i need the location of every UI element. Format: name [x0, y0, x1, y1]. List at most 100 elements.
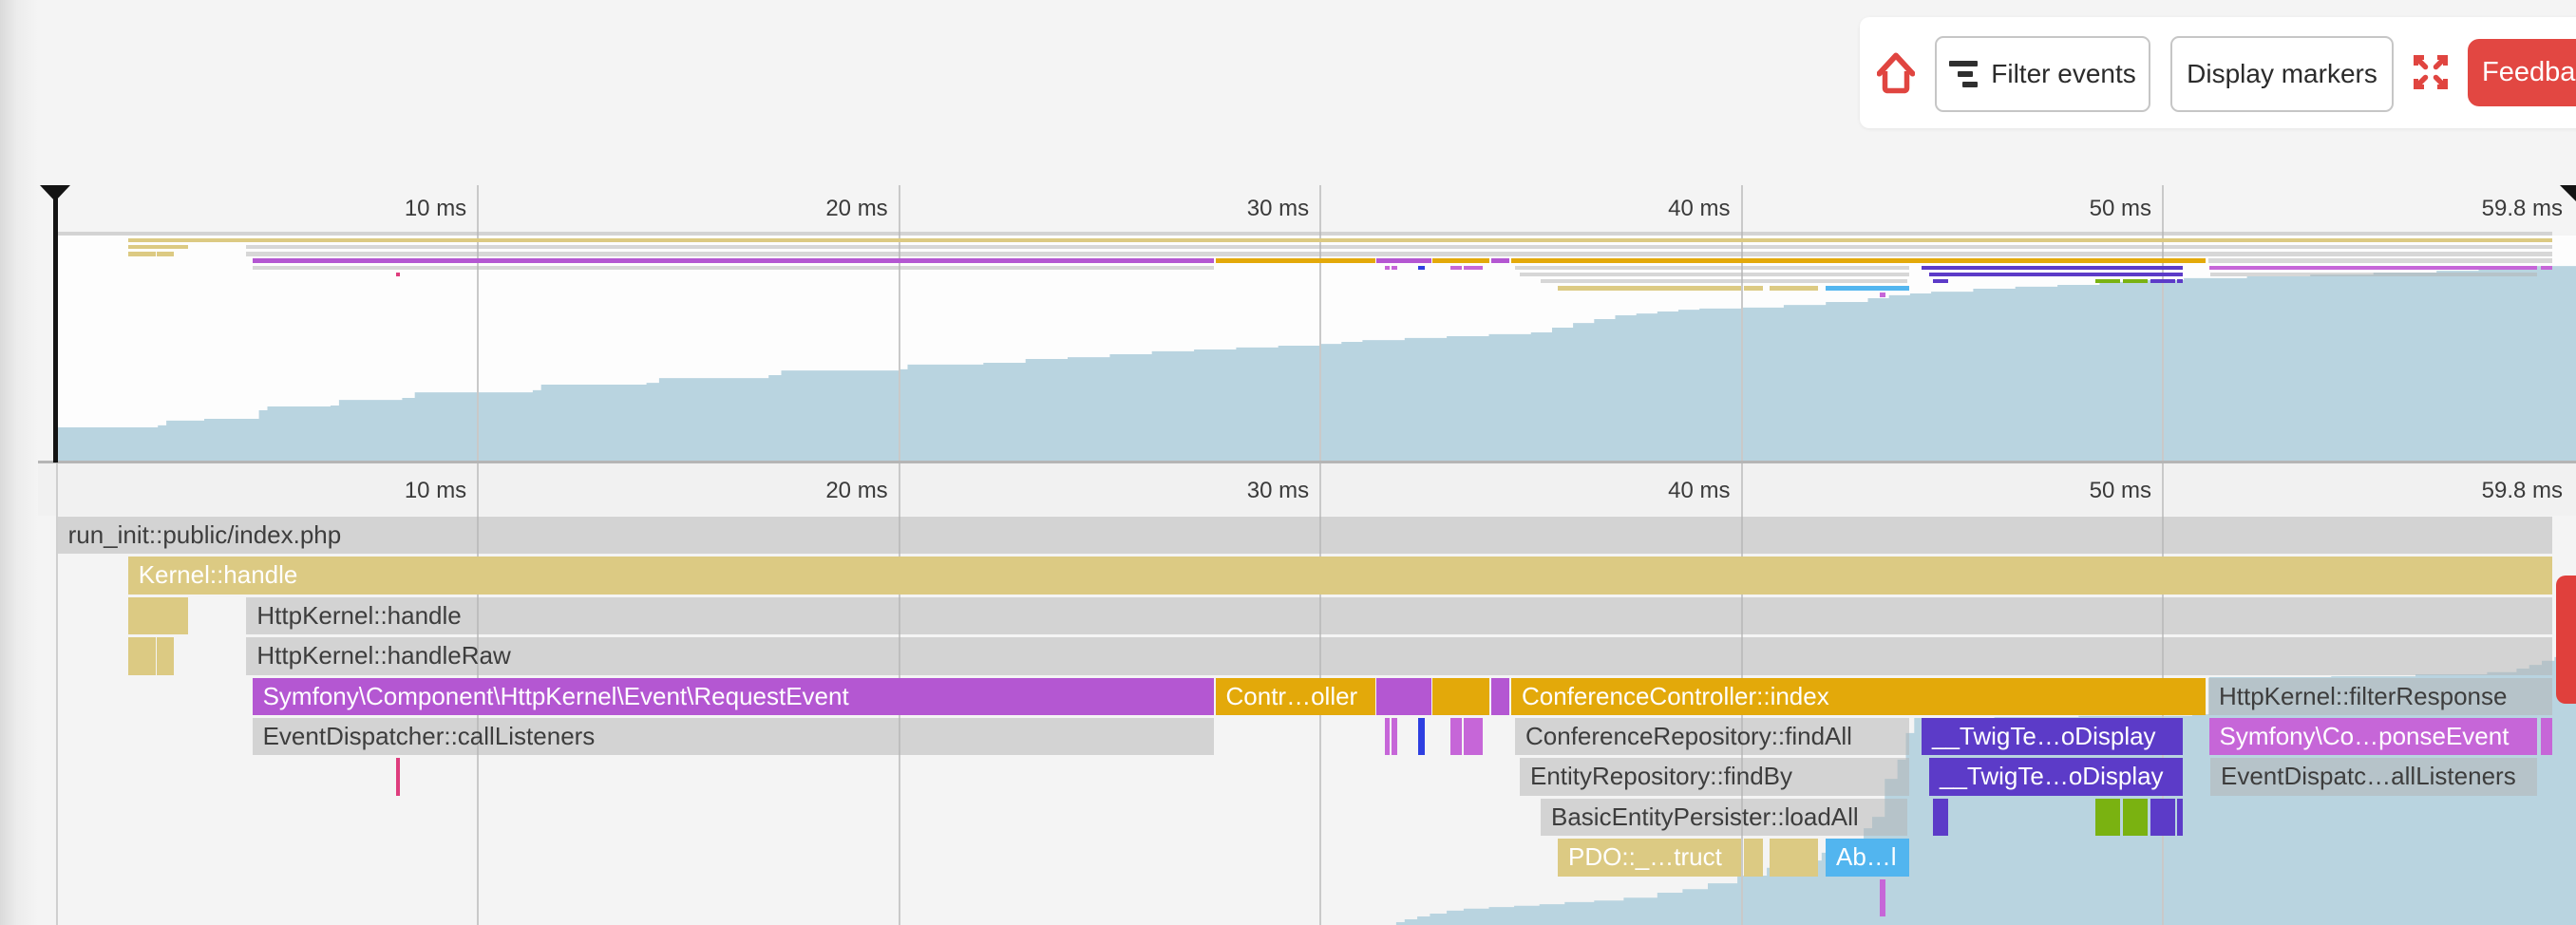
minimap-ruler-label: 59.8 ms	[2481, 196, 2563, 221]
minimap-ruler-label: 20 ms	[825, 196, 888, 221]
timeline-span[interactable]: Contr…oller	[1215, 677, 1375, 715]
timeline-span[interactable]	[157, 637, 174, 675]
main-ruler-label: 20 ms	[825, 478, 888, 503]
filter-events-label: Filter events	[1991, 59, 2136, 88]
timeline-span[interactable]: EntityRepository::findBy	[1520, 758, 1909, 796]
main-ruler-label: 40 ms	[1668, 478, 1731, 503]
expand-fullscreen-icon[interactable]	[2414, 55, 2448, 89]
main-ruler-label: 30 ms	[1246, 478, 1310, 503]
timeline-span[interactable]	[127, 596, 188, 635]
timeline-span[interactable]	[1770, 839, 1818, 877]
main-ruler-background	[0, 462, 2576, 516]
minimap-span	[1450, 265, 1462, 271]
minimap-span	[2208, 265, 2537, 271]
minimap-span	[1515, 265, 1910, 271]
minimap-span	[1385, 265, 1390, 271]
timeline-span[interactable]: Symfony\Co…ponseEvent	[2208, 718, 2537, 756]
minimap-span	[2095, 278, 2120, 284]
main-ruler-label: 59.8 ms	[2481, 478, 2563, 503]
timeline-span[interactable]	[2177, 798, 2183, 837]
timeline-span[interactable]	[1743, 839, 1763, 877]
minimap-span	[1432, 258, 1489, 263]
minimap-span	[1922, 265, 2183, 271]
minimap-bottom-border	[0, 461, 2576, 463]
timeline-span[interactable]: BasicEntityPersister::loadAll	[1541, 798, 1908, 837]
minimap-span	[127, 244, 188, 250]
minimap-span	[1376, 258, 1431, 263]
minimap-span	[1826, 286, 1910, 291]
timeline-span[interactable]: ConferenceRepository::findAll	[1515, 718, 1910, 756]
main-ruler-label: 50 ms	[2089, 478, 2151, 503]
timeline-span[interactable]: Kernel::handle	[127, 557, 2552, 595]
timeline-span[interactable]	[1933, 798, 1948, 837]
timeline-span[interactable]: HttpKernel::handle	[246, 596, 2552, 635]
timeline-span[interactable]: __TwigTe…oDisplay	[1922, 718, 2183, 756]
timeline-span[interactable]	[1418, 718, 1425, 756]
gridline-10ms	[477, 185, 480, 925]
timeline-span[interactable]	[396, 758, 400, 796]
feedback-button[interactable]: Feedback	[2468, 39, 2576, 106]
minimap-span	[1418, 265, 1425, 271]
timeline-toolbar: Filter events Display markers Feedback	[1860, 17, 2576, 128]
timeline-span[interactable]: HttpKernel::filterResponse	[2208, 677, 2552, 715]
timeline-span[interactable]	[1880, 878, 1886, 916]
minimap-left-handle-icon[interactable]	[40, 185, 70, 201]
timeline-span[interactable]	[2150, 798, 2175, 837]
timeline-span[interactable]	[1450, 718, 1462, 756]
timeline-span[interactable]: EventDispatcher::callListeners	[252, 718, 1214, 756]
timeline-span[interactable]	[1491, 677, 1509, 715]
timeline-span[interactable]	[1391, 718, 1397, 756]
timeline-span[interactable]: __TwigTe…oDisplay	[1929, 758, 2183, 796]
minimap-span	[57, 231, 2552, 236]
minimap-span	[1880, 293, 1886, 297]
timeline-span[interactable]	[1385, 718, 1390, 756]
timeline-span[interactable]: run_init::public/index.php	[57, 517, 2552, 555]
minimap-span	[1391, 265, 1397, 271]
timeline-span[interactable]: Ab…l	[1826, 839, 1910, 877]
timeline-span[interactable]	[1432, 677, 1489, 715]
timeline-span[interactable]: Symfony\Component\HttpKernel\Event\Reque…	[252, 677, 1214, 715]
home-icon[interactable]	[1877, 52, 1915, 94]
minimap-span	[1520, 272, 1909, 277]
minimap-span	[1558, 286, 1741, 291]
gridline-20ms	[898, 185, 900, 925]
minimap-right-handle-icon[interactable]	[2560, 185, 2576, 201]
timeline-span[interactable]: HttpKernel::handleRaw	[246, 637, 2552, 675]
minimap-span	[2210, 272, 2537, 277]
timeline-span-label: Symfony\Component\HttpKernel\Event\Reque…	[262, 681, 849, 710]
filter-events-button[interactable]: Filter events	[1935, 36, 2150, 112]
gridline-40ms	[1740, 185, 1743, 925]
timeline-span[interactable]	[127, 637, 156, 675]
timeline-span[interactable]	[1463, 718, 1483, 756]
minimap-span	[1770, 286, 1818, 291]
timeline-span[interactable]: ConferenceController::index	[1511, 677, 2206, 715]
timeline-span[interactable]	[1376, 677, 1431, 715]
timeline-span[interactable]: PDO::_…truct	[1558, 839, 1741, 877]
minimap-span	[252, 265, 1214, 271]
minimap-span	[246, 252, 2552, 256]
timeline-span[interactable]: EventDispatc…allListeners	[2210, 758, 2537, 796]
display-markers-label: Display markers	[2187, 59, 2377, 88]
timeline-span[interactable]	[2095, 798, 2120, 837]
minimap-ruler-label: 50 ms	[2089, 196, 2151, 221]
timeline-span[interactable]	[2540, 718, 2552, 756]
minimap-span	[1743, 286, 1763, 291]
timeline-span-label: EventDispatc…allListeners	[2221, 762, 2516, 791]
gridline-0ms	[56, 462, 58, 925]
minimap-ruler-label: 10 ms	[404, 196, 467, 221]
display-markers-button[interactable]: Display markers	[2170, 36, 2394, 112]
minimap-span	[2123, 278, 2148, 284]
timeline-span-label: PDO::_…truct	[1568, 842, 1722, 872]
vertical-scrollbar-thumb[interactable]	[2556, 576, 2576, 704]
minimap-span	[2540, 265, 2552, 271]
timeline-span-label: HttpKernel::handleRaw	[256, 641, 511, 670]
minimap-left-handle-line[interactable]	[53, 198, 58, 462]
minimap-span	[1541, 278, 1908, 284]
minimap-memory-area-chart	[57, 266, 2576, 462]
timeline-span-label: HttpKernel::handle	[256, 600, 462, 630]
timeline-span[interactable]	[2123, 798, 2148, 837]
timeline-span-label: EntityRepository::findBy	[1530, 762, 1793, 791]
minimap-span	[1929, 272, 2183, 277]
minimap-ruler-label: 40 ms	[1668, 196, 1731, 221]
